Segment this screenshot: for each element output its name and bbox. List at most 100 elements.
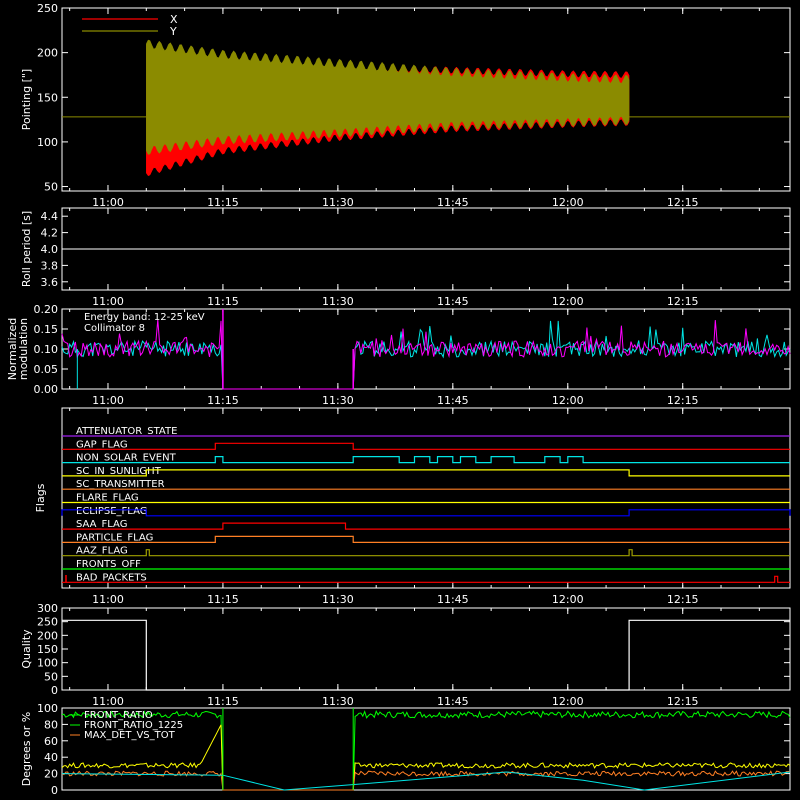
legend-label: FRONT_RATIO — [84, 710, 153, 721]
x-tick-label: 12:00 — [552, 593, 584, 606]
x-tick-label: 12:00 — [552, 295, 584, 308]
y-tick-label: 150 — [37, 643, 58, 656]
x-tick-label: 11:30 — [322, 695, 354, 708]
x-tick-label: 11:15 — [207, 196, 239, 209]
y-tick-label: 0 — [51, 784, 58, 797]
panel-pointing: 11:00 11:15 11:30 11:45 12:00 12:15 50 100 150 20… — [20, 2, 791, 209]
modulation-annotation: Energy band: 12-25 keV — [84, 312, 205, 323]
x-tick-label: 12:15 — [667, 695, 699, 708]
x-tick-label: 11:15 — [207, 593, 239, 606]
x-tick-label: 11:00 — [92, 394, 124, 407]
y-tick-label: 200 — [37, 47, 58, 60]
flag-trace — [62, 469, 790, 477]
flag-label: SC_IN_SUNLIGHT — [76, 466, 162, 477]
x-tick-label: 12:00 — [552, 196, 584, 209]
y-tick-label: 4.2 — [41, 227, 59, 240]
x-tick-label: 11:45 — [437, 593, 469, 606]
x-tick-label: 11:15 — [207, 394, 239, 407]
x-tick-label: 11:00 — [92, 196, 124, 209]
flag-label: AAZ_FLAG — [76, 546, 128, 557]
y-tick-label: 300 — [37, 602, 58, 615]
x-tick-label: 11:45 — [437, 394, 469, 407]
y-tick-label: 100 — [37, 702, 58, 715]
panel-quality: 11:00 11:15 11:30 11:45 12:00 12:150501001502… — [20, 602, 791, 708]
y-tick-label: 60 — [44, 735, 58, 748]
x-tick-label: 11:45 — [437, 695, 469, 708]
x-tick-label: 11:45 — [437, 196, 469, 209]
y-tick-label: 40 — [44, 751, 58, 764]
modulation-annotation: Collimator 8 — [84, 323, 145, 334]
pointing-series-y — [146, 39, 630, 155]
y-axis-label: Quality — [20, 629, 33, 669]
x-tick-label: 12:15 — [667, 394, 699, 407]
legend-label: Y — [169, 25, 177, 38]
x-tick-label: 11:15 — [207, 295, 239, 308]
x-tick-label: 12:15 — [667, 295, 699, 308]
y-tick-label: 200 — [37, 629, 58, 642]
flag-trace — [62, 535, 790, 543]
y-tick-label: 0.05 — [34, 363, 59, 376]
modulation-series-magenta — [61, 319, 791, 390]
x-tick-label: 12:15 — [667, 196, 699, 209]
y-tick-label: 100 — [37, 657, 58, 670]
x-tick-label: 12:00 — [552, 394, 584, 407]
ratio-series — [61, 770, 790, 791]
flag-label: FRONTS_OFF — [76, 559, 141, 570]
flag-label: ECLIPSE_FLAG — [76, 506, 147, 517]
y-tick-label: 0.10 — [34, 343, 59, 356]
legend-label: FRONT_RATIO_1225 — [84, 720, 183, 731]
y-axis-label: Roll period [s] — [20, 211, 33, 287]
flags-frame — [61, 407, 791, 589]
y-tick-label: 3.8 — [41, 259, 59, 272]
pointing-frame — [61, 7, 791, 192]
panel-roll-period: 11:00 11:15 11:30 11:45 12:00 12:15 3.6 3.8 4.0 4… — [20, 207, 791, 308]
y-tick-label: 0.20 — [34, 303, 59, 316]
y-axis-label: Flags — [34, 483, 47, 512]
x-tick-label: 11:45 — [437, 295, 469, 308]
flag-label: GAP_FLAG — [76, 439, 128, 450]
y-axis-label: Degrees or % — [20, 712, 33, 786]
flag-trace — [61, 509, 791, 517]
flag-trace — [62, 442, 790, 450]
y-tick-label: 4.0 — [41, 243, 59, 256]
modulation-series-cyan — [61, 320, 791, 390]
x-tick-label: 11:15 — [207, 695, 239, 708]
legend-label: X — [170, 13, 178, 26]
legend-label: MAX_DET_VS_TOT — [84, 730, 176, 741]
y-tick-label: 3.6 — [41, 276, 59, 289]
x-tick-label: 11:00 — [92, 295, 124, 308]
ratio-series — [61, 724, 791, 791]
x-tick-label: 11:30 — [322, 593, 354, 606]
panel-flags: 11:00 11:15 11:30 11:45 12:00 12:15 Flags ATTEN… — [34, 407, 791, 606]
y-tick-label: 150 — [37, 91, 58, 104]
x-tick-label: 11:30 — [322, 196, 354, 209]
x-tick-label: 11:00 — [92, 695, 124, 708]
flag-label: NON_SOLAR_EVENT — [76, 453, 177, 464]
ratio-series — [61, 710, 791, 791]
y-tick-label: 50 — [44, 181, 58, 194]
y-tick-label: 250 — [37, 2, 58, 15]
y-tick-label: 0.15 — [34, 323, 59, 336]
y-tick-label: 80 — [44, 718, 58, 731]
y-tick-label: 0 — [51, 684, 58, 697]
flag-trace — [62, 575, 790, 583]
x-tick-label: 12:15 — [667, 593, 699, 606]
x-tick-label: 11:30 — [322, 295, 354, 308]
flag-label: SC_TRANSMITTER — [76, 479, 165, 490]
y-axis-label: modulation — [17, 318, 30, 380]
flag-trace — [62, 522, 790, 530]
y-tick-label: 0.00 — [34, 383, 59, 396]
x-tick-label: 11:00 — [92, 593, 124, 606]
ratios-frame — [61, 707, 791, 791]
y-axis-label: Normalized — [6, 318, 19, 380]
x-tick-label: 11:30 — [322, 394, 354, 407]
flag-label: PARTICLE_FLAG — [76, 532, 153, 543]
angle-curve — [61, 771, 791, 791]
flag-trace — [62, 456, 790, 464]
y-tick-label: 100 — [37, 136, 58, 149]
y-tick-label: 20 — [44, 768, 58, 781]
flag-label: SAA_FLAG — [76, 519, 127, 530]
flag-trace — [62, 549, 790, 557]
